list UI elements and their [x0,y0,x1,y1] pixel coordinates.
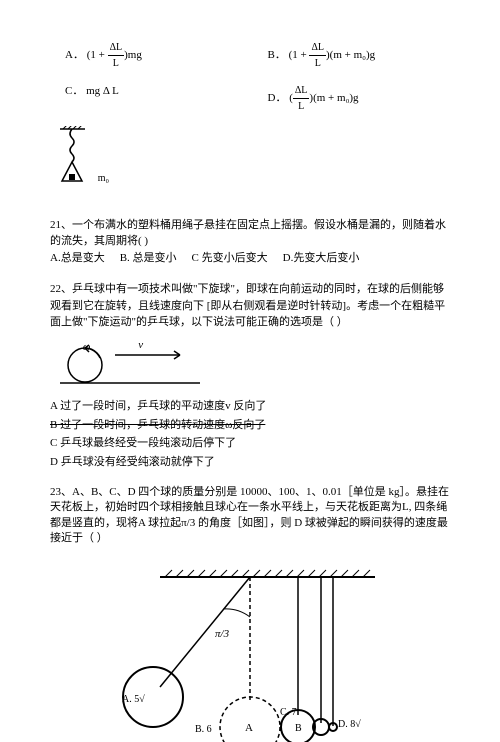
q20-options-row1: A． (1 + ΔLL)mg B． (1 + ΔLL)(m + m₀)g [50,40,450,71]
q22-diagram: ω v [60,343,450,394]
frac-a-den: L [108,56,125,71]
q22-opt-c-line: C 乒乓球最终经受一段纯滚动后停下了 [50,435,450,452]
q22-c: 乒乓球最终经受一段纯滚动后停下了 [60,437,236,449]
frac-b-den: L [309,56,326,71]
opt-a-f1: (1 + [87,49,108,61]
q21-opt-c: C 先变小后变大 [192,250,268,267]
m0-label: m₀ [98,173,109,184]
q21-opt-d: D.先变大后变小 [283,250,360,267]
frac-b-num: ΔL [309,40,326,56]
opt-a-text: A. 5√ [122,694,145,705]
v-label: v [138,339,143,351]
opt-c-formula: mg Δ L [86,85,119,97]
q22-text: 22、乒乓球中有一项技术叫做"下旋球"，即球在向前运动的同时，在球的后侧能够观看… [50,281,450,331]
q22-d-lbl: D [50,456,58,468]
opt-d-text: D. 8√ [338,719,361,730]
opt-a-label: A． [65,49,84,61]
q22-opt-b-line: B 过了一段时间，乒乓球的转动速度ω反向了 [50,417,450,434]
frac-a: ΔLL [108,40,125,71]
q21: 21、一个布满水的塑料桶用绳子悬挂在固定点上摇摆。假设水桶是漏的，则随着水的流失… [50,217,450,267]
option-d: D． (ΔLL)(m + m₀)g [248,83,451,114]
q21-opt-a: A.总是变大 [50,250,105,267]
frac-d-den: L [293,99,310,114]
frac-d: ΔLL [293,83,310,114]
q21-text: 21、一个布满水的塑料桶用绳子悬挂在固定点上摇摆。假设水桶是漏的，则随着水的流失… [50,217,450,250]
rope-svg [60,126,100,186]
q22-a: 过了一段时间，乒乓球的平动速度v 反向了 [60,400,266,412]
option-c: C． mg Δ L [50,83,248,114]
q23: 23、A、B、C、D 四个球的质量分别是 10000、100、1、0.01［单位… [50,485,450,742]
omega-label: ω [83,341,91,353]
frac-a-num: ΔL [108,40,125,56]
option-a: A． (1 + ΔLL)mg [50,40,248,71]
frac-d-num: ΔL [293,83,310,99]
q22-b-lbl: B [50,419,57,431]
opt-c-text: C. 7 [280,707,297,718]
q21-options: A.总是变大 B. 总是变小 C 先变小后变大 D.先变大后变小 [50,250,450,267]
q22-opt-a-line: A 过了一段时间，乒乓球的平动速度v 反向了 [50,398,450,415]
opt-d-label: D． [268,92,287,104]
q22-d: 乒乓球没有经受纯滚动就停下了 [61,456,215,468]
ball-a-label: A [245,722,253,734]
opt-b-f1: (1 + [289,49,310,61]
frac-b: ΔLL [309,40,326,71]
q22-b: 过了一段时间，乒乓球的转动速度ω反向了 [60,419,265,431]
q22-svg [60,343,200,388]
opt-c-label: C． [65,85,83,97]
q21-opt-b: B. 总是变小 [120,250,177,267]
pendulum-diagram: π/3 A B A. 5√ B. 6 C. 7 D. 8√ [50,567,450,742]
q22-opt-d-line: D 乒乓球没有经受纯滚动就停下了 [50,454,450,471]
q22: 22、乒乓球中有一项技术叫做"下旋球"，即球在向前运动的同时，在球的后侧能够观看… [50,281,450,470]
opt-b-text: B. 6 [195,724,212,735]
rope-diagram: m₀ [60,126,450,192]
pendulum-svg: π/3 A B A. 5√ B. 6 C. 7 D. 8√ [120,567,380,742]
q23-text: 23、A、B、C、D 四个球的质量分别是 10000、100、1、0.01［单位… [50,485,450,547]
option-b: B． (1 + ΔLL)(m + m₀)g [248,40,451,71]
opt-b-end: )(m + m₀)g [326,49,375,61]
q20-options-row2: C． mg Δ L D． (ΔLL)(m + m₀)g [50,83,450,114]
opt-d-end: )(m + m₀)g [309,92,358,104]
angle-text: π/3 [215,628,230,640]
opt-a-end: )mg [124,49,142,61]
q22-c-lbl: C [50,437,57,449]
q22-options: A 过了一段时间，乒乓球的平动速度v 反向了 B 过了一段时间，乒乓球的转动速度… [50,398,450,470]
ball-b-label: B [295,723,302,734]
q22-a-lbl: A [50,400,57,412]
opt-b-label: B． [268,49,286,61]
